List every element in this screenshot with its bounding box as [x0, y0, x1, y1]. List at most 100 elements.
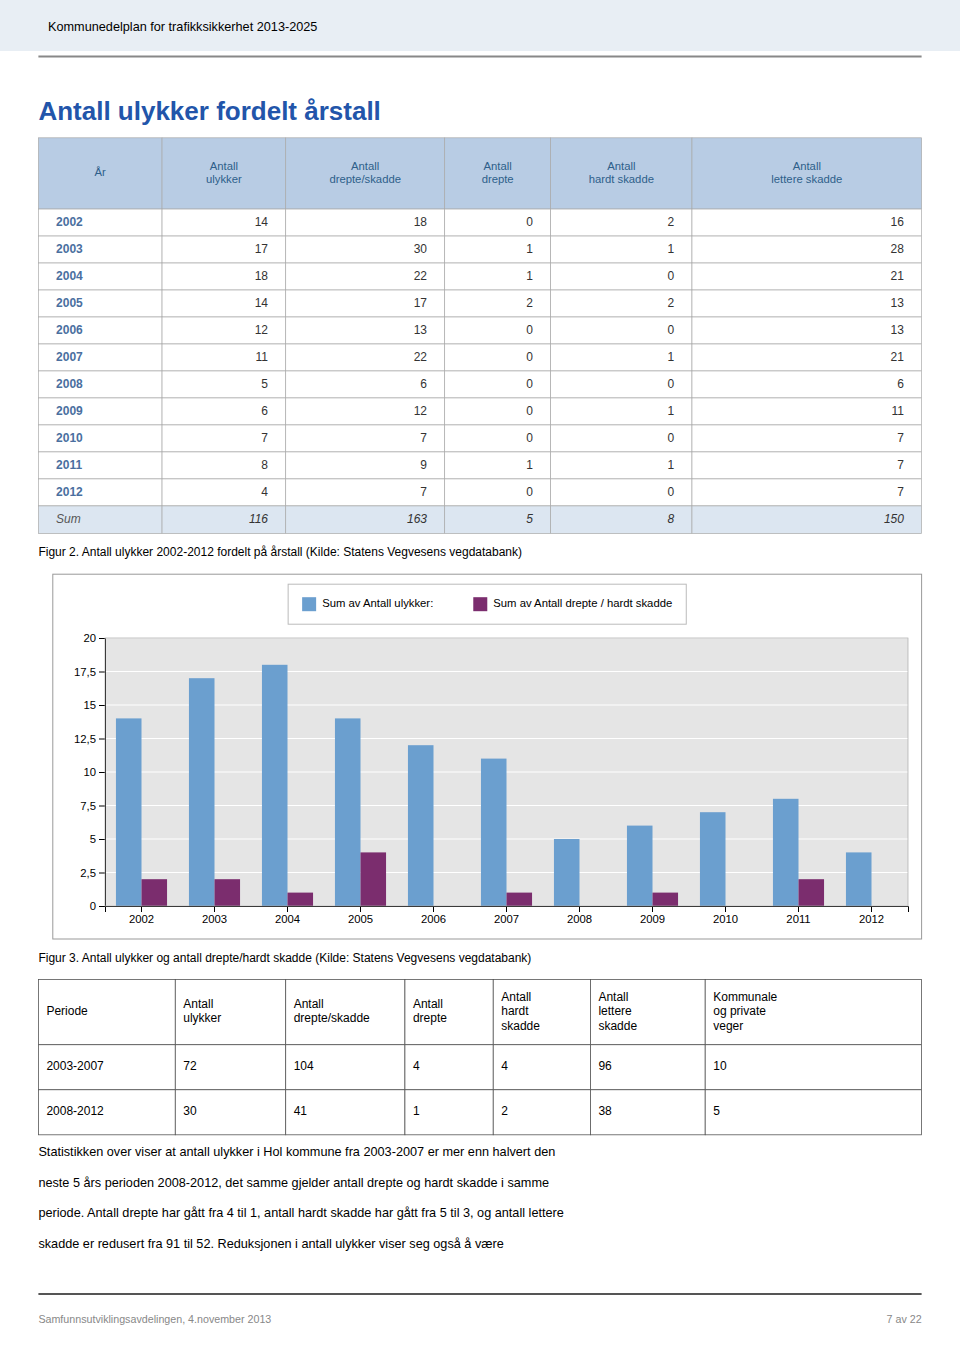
- bar: [507, 893, 533, 906]
- row-label: 2005: [56, 296, 83, 310]
- grid-line: [105, 705, 908, 706]
- cell-value: 0: [668, 431, 675, 445]
- tick-mark: [99, 739, 105, 740]
- footer-left: Samfunnsutviklingsavdelingen, 4.november…: [38, 1313, 271, 1325]
- cell-value: 12: [255, 323, 269, 337]
- tick: 2005: [348, 906, 373, 925]
- cell-value: 4: [261, 485, 268, 499]
- tick-mark: [725, 906, 726, 912]
- data-cell: [551, 344, 692, 371]
- bar: [700, 812, 726, 906]
- row-label: 2004: [56, 269, 83, 283]
- tick-mark: [652, 906, 653, 912]
- tick-label: 2006: [421, 913, 446, 925]
- data-cell: [162, 371, 286, 398]
- column-header: Antallulykker: [206, 160, 242, 186]
- cell-value: 2008-2012: [46, 1104, 104, 1118]
- column-header-line: skadde: [598, 1019, 637, 1033]
- cell-value: 104: [294, 1059, 314, 1073]
- bar: [653, 893, 679, 906]
- column-header: Antallulykker: [183, 997, 221, 1025]
- data-cell: [38, 425, 162, 452]
- legend-frame: [288, 584, 686, 624]
- column-header: Antalldrepte: [482, 160, 514, 186]
- data-cell: [493, 1090, 590, 1135]
- cell-value: 8: [668, 512, 675, 526]
- data-cell: [286, 236, 445, 263]
- cell-value: 2: [668, 296, 675, 310]
- data-cell: [551, 290, 692, 317]
- cell-value: 2003-2007: [46, 1059, 104, 1073]
- chart-title: Figur 2. Antall ulykker 2002-2012 fordel…: [38, 545, 522, 559]
- plot-background: [105, 638, 908, 906]
- tick-label: 2009: [640, 913, 665, 925]
- cell-value: 150: [884, 512, 904, 526]
- data-cell: [286, 290, 445, 317]
- data-cell: [551, 317, 692, 344]
- data-cell: [445, 317, 551, 344]
- cell-value: 30: [414, 242, 428, 256]
- data-cell: [493, 1045, 590, 1090]
- tick-label: 0: [90, 900, 96, 912]
- cell-value: 18: [255, 269, 269, 283]
- cell-value: 1: [668, 404, 675, 418]
- bar: [262, 665, 288, 906]
- data-cell: [551, 425, 692, 452]
- cell-value: 5: [261, 377, 268, 391]
- tick: 10: [83, 766, 105, 778]
- data-cell: [692, 236, 922, 263]
- cell-value: 0: [668, 377, 675, 391]
- data-cell: [692, 371, 922, 398]
- tick: 2003: [202, 906, 227, 925]
- column-header-line: Periode: [46, 1004, 88, 1018]
- column-header-line: Antall: [413, 997, 443, 1011]
- data-cell: [38, 263, 162, 290]
- column-header: Antalldrepte/skadde: [294, 997, 370, 1025]
- legend-label: Sum av Antall ulykker:: [322, 597, 433, 609]
- tick: 2006: [421, 906, 446, 925]
- data-cell: [162, 452, 286, 479]
- cell-value: 163: [407, 512, 427, 526]
- cell-value: 1: [413, 1104, 420, 1118]
- bar: [189, 678, 215, 906]
- tick-label: 2005: [348, 913, 373, 925]
- data-cell: [162, 398, 286, 425]
- tick-mark: [99, 638, 105, 639]
- data-cell: [286, 1090, 405, 1135]
- column-header: Periode: [46, 1004, 88, 1018]
- data-cell: [286, 344, 445, 371]
- column-header: Antalldrepte/skadde: [329, 160, 401, 186]
- cell-value: 21: [891, 350, 905, 364]
- grid: [105, 638, 908, 906]
- page: Kommunedelplan for trafikksikkerhet 2013…: [0, 0, 960, 1351]
- tick-label: 15: [83, 699, 96, 711]
- column-header-line: Antall: [484, 160, 512, 172]
- data-cell: [445, 290, 551, 317]
- column-header-line: drepte/skadde: [329, 173, 401, 185]
- tick-label: 2012: [859, 913, 884, 925]
- data-cell: [551, 209, 692, 236]
- tick: 2009: [640, 906, 665, 925]
- cell-value: 41: [294, 1104, 308, 1118]
- bar: [799, 879, 825, 906]
- tick-mark: [141, 906, 142, 912]
- cell-value: 2: [501, 1104, 508, 1118]
- tick-label: 10: [83, 766, 96, 778]
- column-header-line: Antall: [598, 990, 628, 1004]
- cell-value: 0: [526, 323, 533, 337]
- data-cell: [445, 209, 551, 236]
- tick-mark: [99, 772, 105, 773]
- cell-value: 7: [420, 431, 427, 445]
- grid-line: [105, 671, 908, 672]
- tick: 2,5: [80, 867, 105, 879]
- tick: 2008: [567, 906, 592, 925]
- data-cell: [38, 398, 162, 425]
- tick-label: 5: [90, 833, 96, 845]
- data-cell: [38, 344, 162, 371]
- tick-mark: [99, 906, 105, 907]
- tick-mark: [871, 906, 872, 912]
- cell-value: 0: [526, 377, 533, 391]
- data-cell: [551, 263, 692, 290]
- data-cell: [162, 479, 286, 506]
- chart-frame: [53, 574, 922, 939]
